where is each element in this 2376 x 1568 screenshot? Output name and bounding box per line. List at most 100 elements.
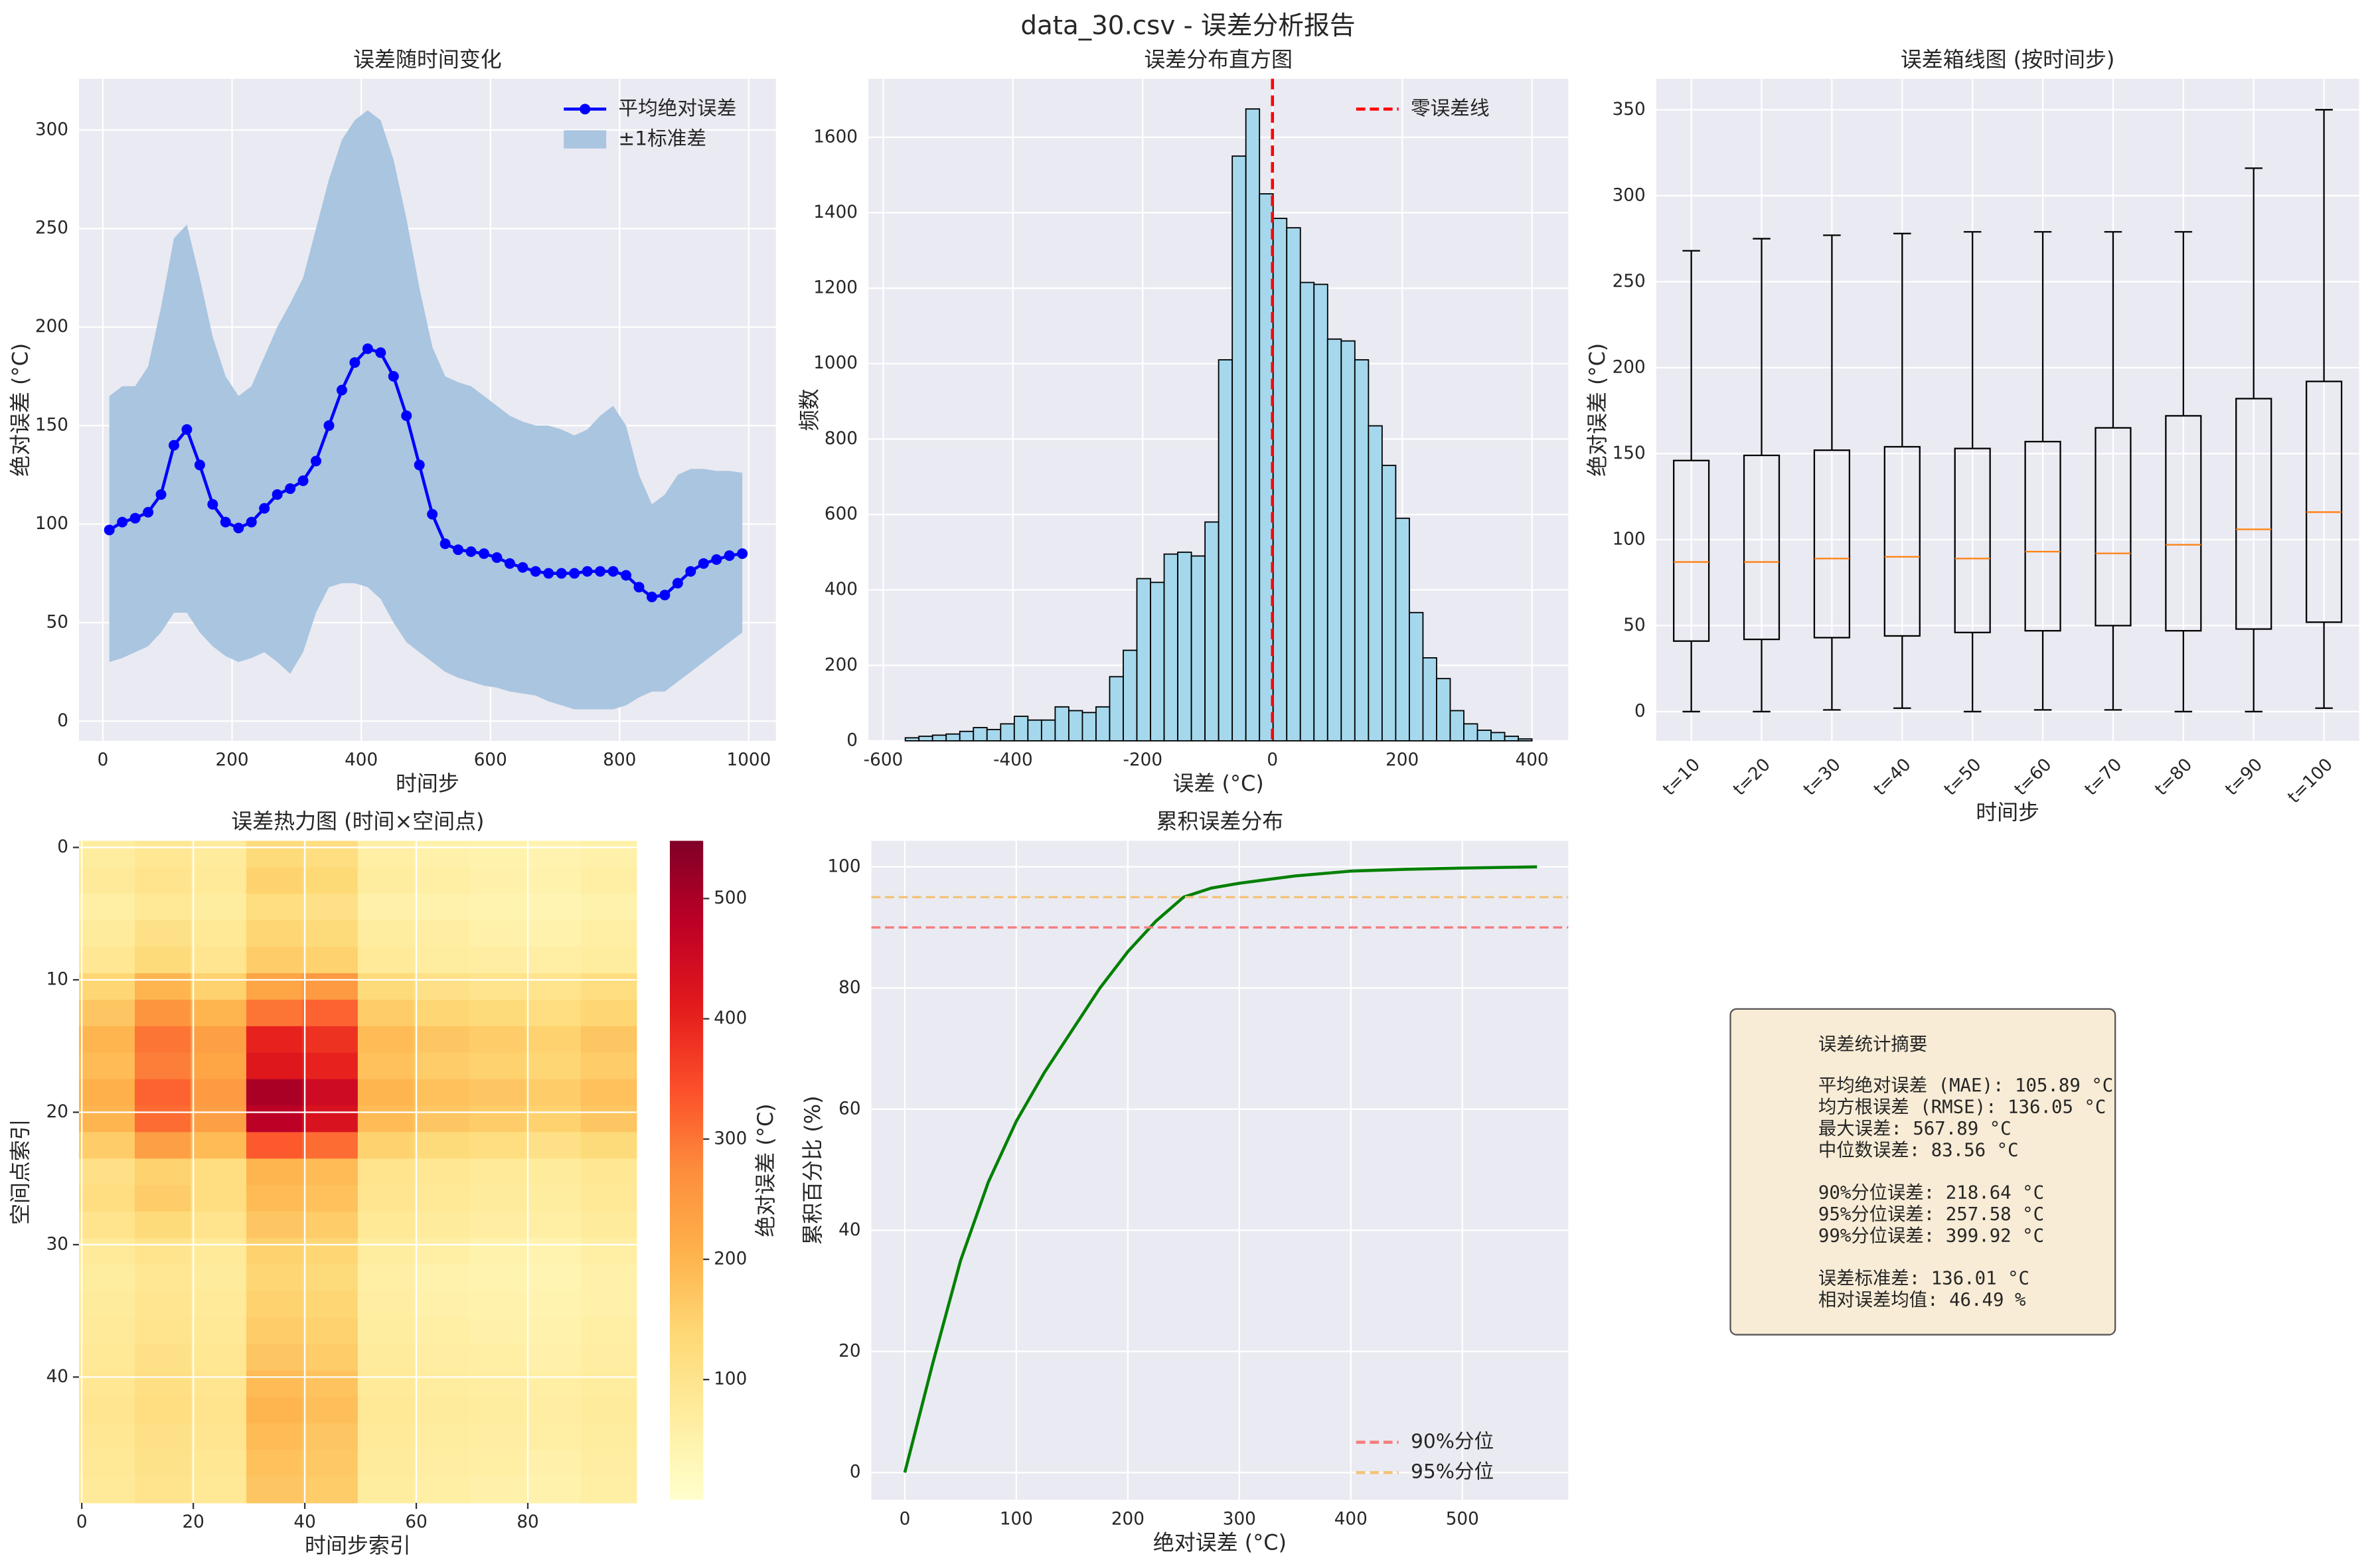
heat-cell	[78, 1079, 135, 1107]
heat-cell	[190, 840, 247, 868]
heat-cell	[134, 1052, 191, 1080]
heat-cell	[413, 1370, 470, 1397]
bar	[973, 727, 988, 742]
heat-cell	[301, 1450, 358, 1477]
summary-line: 95%分位误差: 257.58 °C	[1818, 1204, 2044, 1225]
heat-cell	[469, 1397, 526, 1424]
heat-cell	[469, 1450, 526, 1477]
heat-cell	[246, 973, 303, 1000]
heat-cell	[134, 1264, 191, 1292]
heat-cell	[469, 1423, 526, 1450]
heat-cell	[580, 1212, 637, 1239]
bar	[1449, 710, 1465, 742]
y-tick-label: 50	[1623, 615, 1645, 635]
heat-cell	[580, 1476, 637, 1504]
heat-cell	[190, 1158, 247, 1186]
point	[285, 483, 296, 495]
heat-cell	[78, 1476, 135, 1504]
summary-line: 最大误差: 567.89 °C	[1818, 1119, 2012, 1139]
y-tick-label: 20	[838, 1341, 860, 1361]
summary-line: 均方根误差 (RMSE): 136.05 °C	[1818, 1097, 2106, 1117]
legend-label: 95%分位	[1411, 1460, 1494, 1483]
heat-cell	[413, 920, 470, 947]
x-tick-label: 100	[1000, 1509, 1033, 1529]
heat-cell	[413, 1105, 470, 1133]
y-tick-label: 300	[35, 119, 68, 139]
heat-cell	[413, 1052, 470, 1080]
heat-cell	[524, 1264, 582, 1292]
heat-cell	[246, 1264, 303, 1292]
heat-cell	[246, 1317, 303, 1345]
x-tick-label: 0	[76, 1512, 88, 1532]
heat-cell	[78, 1291, 135, 1318]
heat-cell	[357, 1264, 414, 1292]
heat-cell	[357, 1370, 414, 1397]
point	[207, 499, 218, 510]
heat-cell	[246, 840, 303, 868]
y-tick-label: 400	[825, 580, 858, 599]
bar	[1422, 657, 1437, 742]
heat-cell	[190, 947, 247, 974]
heat-cell	[190, 1423, 247, 1450]
heat-cell	[357, 920, 414, 947]
heat-cell	[580, 947, 637, 974]
y-tick-label: 0	[57, 711, 68, 731]
heat-cell	[413, 1423, 470, 1450]
heat-cell	[78, 1370, 135, 1397]
heat-cell	[190, 867, 247, 895]
heat-cell	[357, 1052, 414, 1080]
point	[465, 546, 477, 558]
y-axis-label: 绝对误差 (°C)	[1585, 343, 1610, 477]
y-tick-label: 0	[57, 837, 68, 857]
heat-cell	[357, 1105, 414, 1133]
heat-cell	[524, 1317, 582, 1345]
heat-cell	[469, 1026, 526, 1054]
bar	[1081, 712, 1097, 742]
heat-cell	[190, 1476, 247, 1504]
bar	[1381, 465, 1397, 742]
x-tick-label: 60	[405, 1512, 427, 1532]
heat-cell	[246, 1079, 303, 1107]
colorbar-tick-label: 100	[714, 1370, 747, 1389]
heat-cell	[413, 1344, 470, 1372]
heat-cell	[190, 1450, 247, 1477]
bar	[1136, 578, 1151, 742]
heat-cell	[78, 894, 135, 921]
point	[349, 357, 360, 368]
legend-label: ±1标准差	[618, 126, 706, 149]
y-tick-label: 150	[1613, 443, 1646, 463]
heat-cell	[357, 1026, 414, 1054]
heat-cell	[357, 973, 414, 1000]
heat-cell	[134, 920, 191, 947]
heat-cell	[413, 1450, 470, 1477]
y-tick-label: 20	[46, 1102, 68, 1122]
bar	[1013, 716, 1029, 742]
heat-cell	[524, 973, 582, 1000]
legend-label: 90%分位	[1411, 1429, 1494, 1452]
heat-cell	[357, 867, 414, 895]
heat-cell	[301, 1317, 358, 1345]
heat-cell	[190, 973, 247, 1000]
chart-title: 误差箱线图 (按时间步)	[1901, 46, 2115, 72]
heat-cell	[357, 999, 414, 1027]
heat-cell	[78, 1264, 135, 1292]
point	[491, 552, 503, 563]
box	[1813, 449, 1851, 639]
x-tick-label: t=10	[1659, 755, 1704, 800]
heat-cell	[301, 1212, 358, 1239]
heat-cell	[357, 1423, 414, 1450]
heat-cell	[580, 999, 637, 1027]
bar	[1286, 227, 1301, 742]
heat-cell	[524, 1026, 582, 1054]
heat-cell	[78, 1237, 135, 1265]
heat-cell	[580, 1450, 637, 1477]
point	[246, 516, 257, 528]
point	[530, 566, 541, 577]
heat-cell	[134, 1370, 191, 1397]
bar	[1190, 555, 1206, 742]
plot-background	[871, 840, 1569, 1500]
bar	[1027, 719, 1042, 742]
heat-cell	[190, 894, 247, 921]
bar	[1313, 283, 1328, 742]
heat-cell	[357, 1397, 414, 1424]
